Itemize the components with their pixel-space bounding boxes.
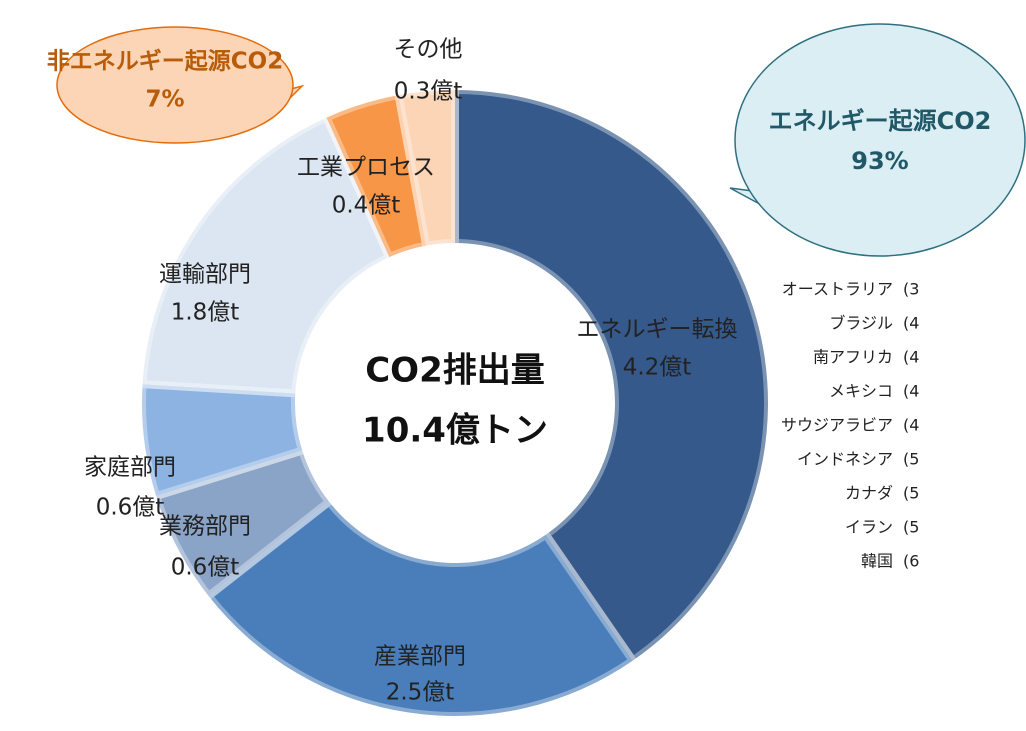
list-name: ブラジル [829, 314, 893, 333]
list-name: メキシコ [829, 382, 893, 401]
segment-label: 家庭部門 [84, 455, 176, 481]
segment-value-label: 0.4億t [332, 193, 401, 219]
list-name: カナダ [845, 484, 893, 503]
donut-segment [322, 91, 431, 262]
list-name: 韓国 [861, 552, 893, 571]
callout-value: 7% [145, 87, 184, 113]
list-value: (6 [903, 552, 919, 571]
list-name: オーストラリア [782, 280, 893, 299]
donut-segment [394, 86, 459, 250]
list-value: (5 [903, 450, 919, 469]
list-value: (5 [903, 518, 919, 537]
segment-value-label: 0.3億t [394, 79, 463, 105]
donut-segment [138, 380, 307, 501]
center-value: 10.4億トン [362, 411, 548, 451]
callout-joint [762, 191, 780, 214]
donut-segment [451, 86, 772, 665]
list-value: (4 [903, 348, 919, 367]
list-name: イラン [845, 518, 893, 537]
donut-segment [138, 113, 394, 398]
list-value: (5 [903, 484, 919, 503]
segment-label: その他 [394, 37, 463, 63]
segment-label: 運輸部門 [159, 262, 251, 288]
segment-value-label: 2.5億t [386, 680, 455, 706]
callout-value: 93% [851, 147, 908, 175]
callout-bubble [734, 23, 1026, 257]
donut-segment [204, 497, 637, 720]
segment-label: 産業部門 [374, 644, 466, 670]
list-name: サウジアラビア [781, 416, 893, 435]
center-title: CO2排出量 [365, 351, 545, 391]
list-value: (3 [903, 280, 919, 299]
segment-value-label: 1.8億t [171, 300, 240, 326]
segment-label: 工業プロセス [297, 155, 435, 181]
list-value: (4 [903, 416, 919, 435]
segment-value-label: 0.6億t [96, 495, 165, 521]
list-value: (4 [903, 314, 919, 333]
segment-label: 業務部門 [159, 514, 251, 540]
donut [138, 86, 772, 720]
list-value: (4 [903, 382, 919, 401]
callout-joint [270, 95, 282, 106]
list-name: 南アフリカ [813, 348, 893, 367]
callout-left [56, 26, 305, 144]
callout-label: エネルギー起源CO2 [769, 107, 992, 135]
callout-bubble [56, 26, 294, 144]
segment-value-label: 0.6億t [171, 555, 240, 581]
segment-label: エネルギー転換 [577, 317, 738, 343]
callout-label: 非エネルギー起源CO2 [47, 49, 283, 75]
callout-right [729, 23, 1026, 257]
list-name: インドネシア [797, 450, 893, 469]
segment-value-label: 4.2億t [623, 355, 692, 381]
